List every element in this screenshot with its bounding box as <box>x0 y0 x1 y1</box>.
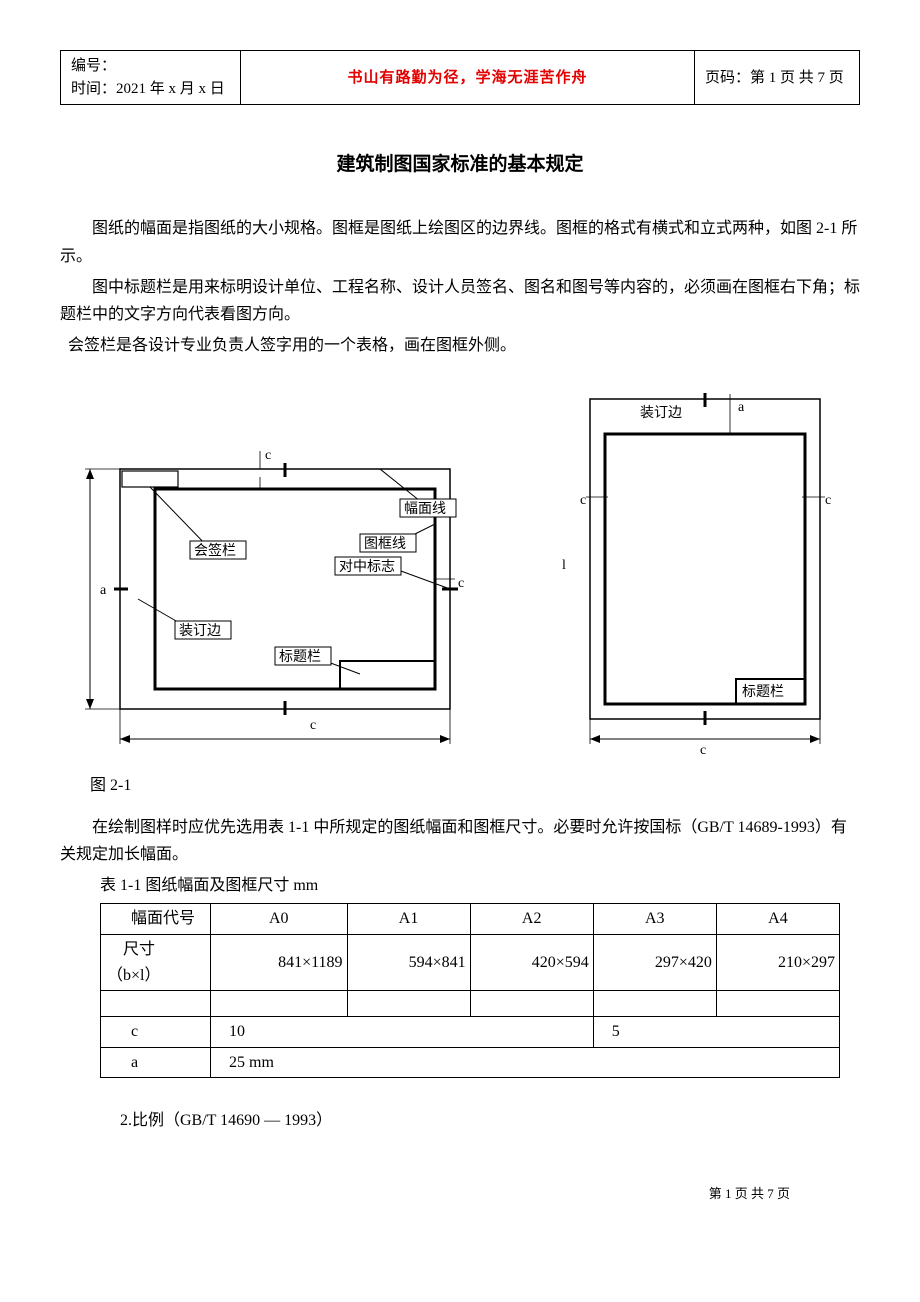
cell-size-a2: 420×594 <box>470 935 593 991</box>
label-zhuangding-portrait: 装订边 <box>640 405 682 421</box>
cell-a0: A0 <box>211 904 348 935</box>
paragraph-4: 在绘制图样时应优先选用表 1-1 中所规定的图纸幅面和图框尺寸。必要时允许按国标… <box>60 814 860 868</box>
table-row-blank <box>101 991 840 1017</box>
dim-a-portrait: a <box>738 400 745 415</box>
dim-a-label: a <box>100 583 107 598</box>
dim-c-bottom-portrait: c <box>700 743 706 758</box>
document-header-table: 编号： 时间：2021 年 x 月 x 日 书山有路勤为径，学海无涯苦作舟 页码… <box>60 50 860 105</box>
cell-a1: A1 <box>347 904 470 935</box>
table-row: a 25 mm <box>101 1047 840 1078</box>
label-huiqianlan: 会签栏 <box>194 542 236 559</box>
cell-size-a4: 210×297 <box>716 935 839 991</box>
label-fumianxian: 幅面线 <box>404 501 446 517</box>
cell-blank <box>716 991 839 1017</box>
label-biaotilan-portrait: 标题栏 <box>742 684 784 700</box>
label-biaotilan: 标题栏 <box>279 649 321 665</box>
cell-label-row0: 幅面代号 <box>101 904 211 935</box>
label-tukuangxian: 图框线 <box>364 536 406 552</box>
cell-text: 尺寸 <box>123 941 155 958</box>
cell-a3: A3 <box>593 904 716 935</box>
header-page-code: 页码：第 1 页 共 7 页 <box>695 51 860 105</box>
cell-blank <box>101 991 211 1017</box>
dim-l-portrait: l <box>562 558 566 573</box>
figure-left-landscape: a c c c 幅面线 图框线 对中标志 会签栏 <box>60 439 480 768</box>
figure-row: a c c c 幅面线 图框线 对中标志 会签栏 <box>60 389 860 768</box>
figure-caption: 图 2-1 <box>90 773 860 799</box>
paper-size-table: 幅面代号 A0 A1 A2 A3 A4 尺寸 （b×l） 841×1189 59… <box>100 903 840 1078</box>
cell-label-a: a <box>101 1047 211 1078</box>
cell-text: （b×l） <box>107 967 160 984</box>
document-title: 建筑制图国家标准的基本规定 <box>60 150 860 180</box>
diagram-portrait-icon: 标题栏 装订边 a c c l c <box>550 389 860 759</box>
cell-size-a3: 297×420 <box>593 935 716 991</box>
paragraph-1: 图纸的幅面是指图纸的大小规格。图框是图纸上绘图区的边界线。图框的格式有横式和立式… <box>60 215 860 269</box>
cell-blank <box>593 991 716 1017</box>
section-2-heading: 2.比例（GB/T 14690 — 1993） <box>120 1108 860 1134</box>
cell-c-10: 10 <box>211 1017 594 1048</box>
header-left-cell: 编号： 时间：2021 年 x 月 x 日 <box>61 51 241 105</box>
dim-c-left-portrait: c <box>580 493 586 508</box>
cell-text: 幅面代号 <box>131 910 195 927</box>
dim-c-right-label: c <box>458 576 464 591</box>
diagram-landscape-icon: a c c c 幅面线 图框线 对中标志 会签栏 <box>60 439 480 759</box>
table-caption: 表 1-1 图纸幅面及图框尺寸 mm <box>100 873 860 899</box>
footer-page-number: 第 1 页 共 7 页 <box>60 1184 860 1205</box>
cell-a2: A2 <box>470 904 593 935</box>
cell-a-25mm: 25 mm <box>211 1047 840 1078</box>
figure-right-portrait: 标题栏 装订边 a c c l c <box>550 389 860 768</box>
cell-blank <box>211 991 348 1017</box>
cell-blank <box>347 991 470 1017</box>
paragraph-3: 会签栏是各设计专业负责人签字用的一个表格，画在图框外侧。 <box>60 332 860 359</box>
label-zhuangding: 装订边 <box>179 623 221 639</box>
dim-c-top-label: c <box>265 448 271 463</box>
cell-label-c: c <box>101 1017 211 1048</box>
table-row: 尺寸 （b×l） 841×1189 594×841 420×594 297×42… <box>101 935 840 991</box>
header-date-label: 时间：2021 年 x 月 x 日 <box>71 81 225 97</box>
dim-c-bottom-label: c <box>310 718 316 733</box>
cell-blank <box>470 991 593 1017</box>
table-row: 幅面代号 A0 A1 A2 A3 A4 <box>101 904 840 935</box>
label-duizhong: 对中标志 <box>339 559 395 575</box>
cell-c-5: 5 <box>593 1017 839 1048</box>
cell-size-a0: 841×1189 <box>211 935 348 991</box>
paragraph-2: 图中标题栏是用来标明设计单位、工程名称、设计人员签名、图名和图号等内容的，必须画… <box>60 274 860 328</box>
table-row: c 10 5 <box>101 1017 840 1048</box>
cell-a4: A4 <box>716 904 839 935</box>
header-motto: 书山有路勤为径，学海无涯苦作舟 <box>241 51 695 105</box>
header-serial-label: 编号： <box>71 58 116 74</box>
cell-size-a1: 594×841 <box>347 935 470 991</box>
cell-label-row1: 尺寸 （b×l） <box>101 935 211 991</box>
dim-c-right-portrait: c <box>825 493 831 508</box>
